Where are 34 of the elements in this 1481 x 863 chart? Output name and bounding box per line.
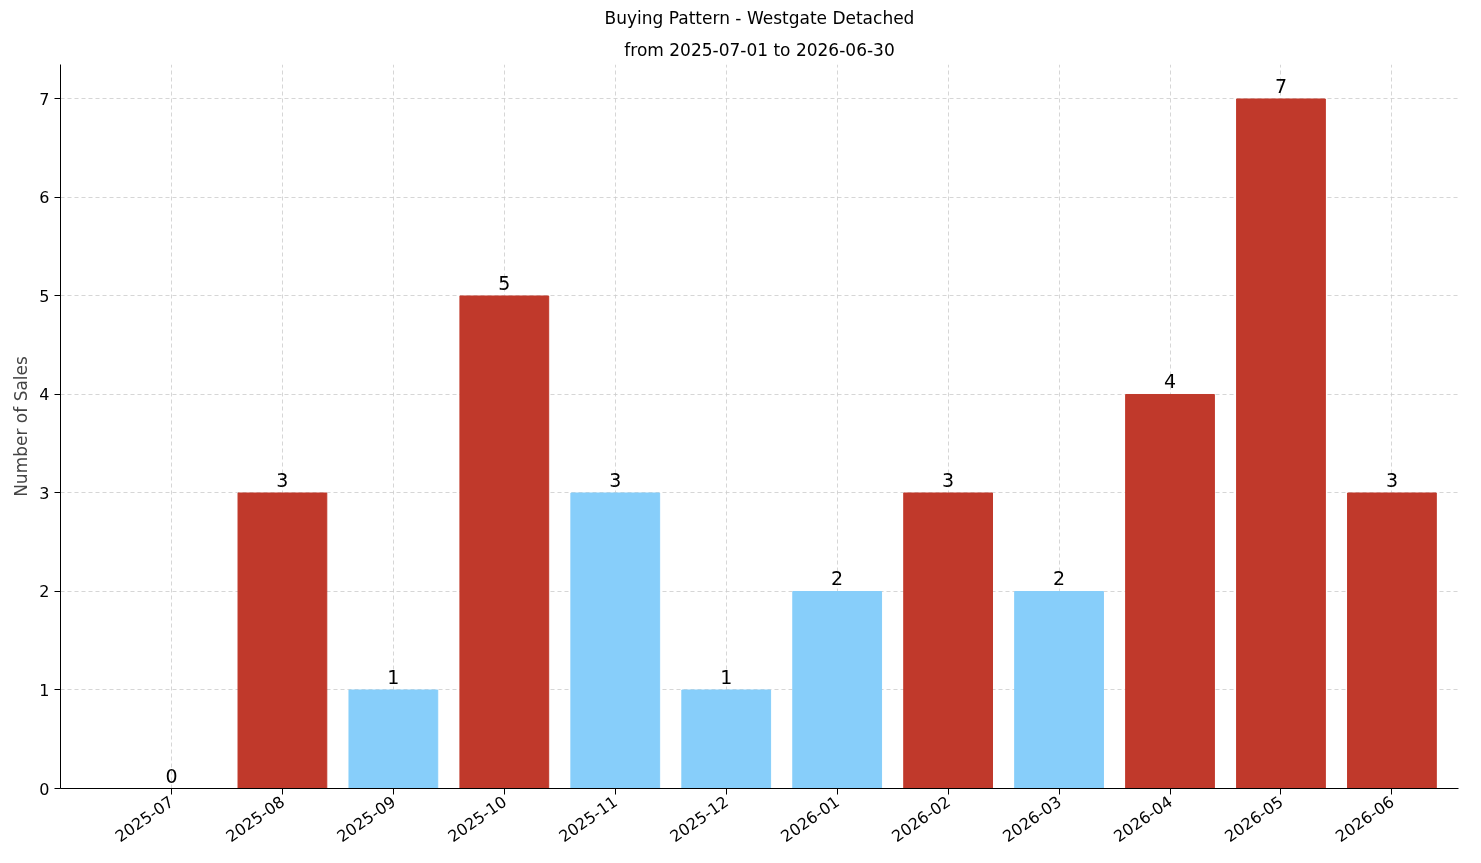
y-tick-label: 7: [39, 89, 50, 109]
bar: [681, 689, 772, 789]
y-tick-label: 2: [39, 582, 50, 602]
data-label: 3: [276, 468, 289, 491]
y-tick-label: 6: [39, 188, 50, 208]
bar: [903, 492, 993, 789]
y-axis-title: Number of Sales: [11, 355, 32, 497]
data-label: 3: [942, 468, 955, 491]
bar: [1125, 393, 1215, 789]
chart-subtitle: from 2025-07-01 to 2026-06-30: [624, 39, 895, 60]
y-tick-label: 5: [39, 286, 50, 306]
bar: [1014, 590, 1104, 789]
bar: [348, 689, 439, 789]
data-label: 1: [387, 666, 400, 688]
data-label: 4: [1163, 370, 1177, 393]
data-label: 3: [1385, 468, 1398, 491]
y-tick-label: 0: [39, 779, 50, 799]
data-label: 2: [831, 567, 844, 590]
bar: [459, 295, 550, 789]
chart-title: Buying Pattern - Westgate Detached: [604, 7, 915, 28]
data-label: 5: [498, 271, 511, 294]
bar: [570, 492, 661, 789]
data-label: 1: [720, 666, 733, 688]
data-label: 0: [165, 764, 178, 787]
bar: [237, 492, 328, 789]
bar: [792, 590, 883, 789]
data-label: 3: [609, 468, 622, 491]
data-label: 2: [1053, 567, 1066, 590]
y-tick-label: 3: [39, 483, 50, 503]
bar: [1236, 98, 1326, 789]
bar: [1347, 492, 1437, 789]
data-label: 7: [1274, 74, 1288, 97]
y-tick-label: 1: [39, 681, 50, 700]
y-tick-label: 4: [39, 385, 50, 405]
